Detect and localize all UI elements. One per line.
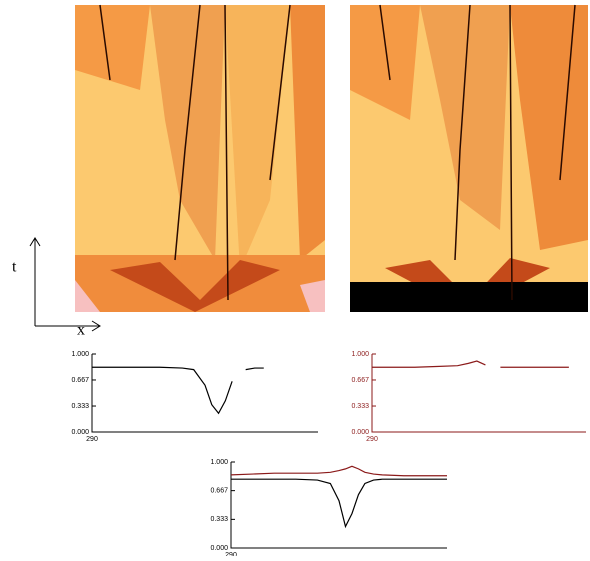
pattern-left bbox=[75, 4, 325, 312]
y-tick-label: 0.000 bbox=[71, 429, 89, 436]
series-line bbox=[245, 367, 264, 371]
pattern-right bbox=[350, 4, 588, 312]
series-line bbox=[372, 360, 486, 368]
y-tick-label: 0.667 bbox=[71, 377, 89, 384]
y-tick-label: 0.000 bbox=[351, 429, 369, 436]
x-label: x bbox=[77, 322, 85, 339]
y-tick-label: 0.000 bbox=[210, 545, 228, 552]
series-line bbox=[92, 366, 233, 415]
y-tick-label: 0.333 bbox=[210, 516, 228, 523]
axis-frame bbox=[230, 462, 447, 549]
y-tick-label: 1.000 bbox=[351, 351, 369, 358]
y-tick-label: 1.000 bbox=[210, 459, 228, 466]
y-tick-label: 0.667 bbox=[351, 377, 369, 384]
axis-frame bbox=[91, 354, 318, 433]
tx-axes: t x bbox=[12, 237, 101, 339]
axis-frame bbox=[371, 354, 586, 433]
x-tick-label: 290 bbox=[366, 436, 378, 443]
y-tick-label: 0.667 bbox=[210, 487, 228, 494]
series-line bbox=[231, 478, 447, 529]
x-tick-label: 290 bbox=[225, 552, 237, 556]
x-tick-label: 290 bbox=[86, 436, 98, 443]
y-tick-label: 0.333 bbox=[71, 403, 89, 410]
y-tick-label: 1.000 bbox=[71, 351, 89, 358]
t-label: t bbox=[12, 259, 17, 276]
series-line bbox=[230, 465, 447, 477]
y-tick-label: 0.333 bbox=[351, 403, 369, 410]
